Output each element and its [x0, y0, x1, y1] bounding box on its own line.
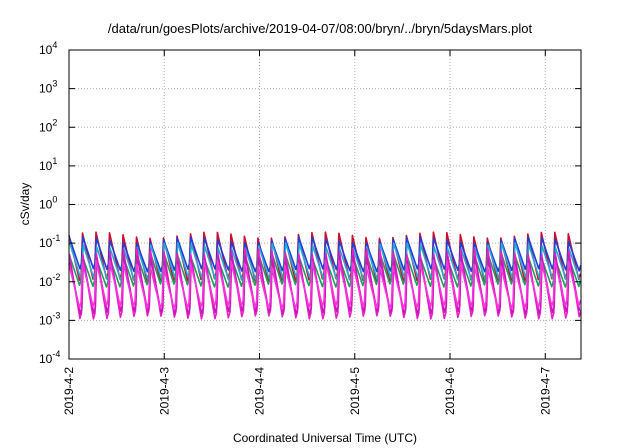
y-tick-exponent: 2 [52, 117, 57, 127]
x-tick-label: 2019-4-4 [253, 367, 267, 415]
grid [69, 50, 581, 359]
y-tick-label: 104 [39, 40, 57, 57]
x-axis-label: Coordinated Universal Time (UTC) [233, 431, 417, 445]
ticks [68, 49, 581, 360]
y-tick-base: 10 [39, 313, 53, 327]
series-line [68, 259, 582, 310]
y-tick-label: 10-1 [39, 233, 60, 250]
y-tick-exponent: -3 [52, 310, 60, 320]
y-tick-base: 10 [39, 159, 53, 173]
x-tick-label: 2019-4-7 [538, 367, 552, 415]
x-tick-label: 2019-4-6 [443, 367, 457, 415]
y-tick-base: 10 [39, 198, 53, 212]
y-tick-label: 10-4 [39, 349, 60, 366]
y-tick-exponent: -2 [52, 272, 60, 282]
x-tick-label: 2019-4-2 [62, 367, 76, 415]
y-axis-label: cSv/day [18, 183, 32, 226]
y-tick-label: 100 [39, 195, 57, 212]
y-tick-base: 10 [39, 236, 53, 250]
chart-title: /data/run/goesPlots/archive/2019-04-07/0… [108, 21, 533, 36]
y-tick-exponent: 4 [52, 40, 57, 50]
y-tick-base: 10 [39, 120, 53, 134]
x-tick-labels: 2019-4-2 2019-4-3 2019-4-4 2019-4-5 2019-4-6… [62, 367, 552, 415]
y-tick-base: 10 [39, 43, 53, 57]
y-tick-base: 10 [39, 275, 53, 289]
y-tick-exponent: -1 [52, 233, 60, 243]
y-tick-label: 10-2 [39, 272, 60, 289]
y-tick-label: 103 [39, 79, 57, 96]
series-line [68, 236, 582, 273]
y-tick-label: 102 [39, 117, 57, 134]
y-tick-exponent: 3 [52, 79, 57, 89]
y-tick-exponent: -4 [52, 349, 60, 359]
y-tick-label: 10-3 [39, 310, 60, 327]
y-tick-exponent: 0 [52, 195, 57, 205]
y-tick-exponent: 1 [52, 156, 57, 166]
series-layer [68, 231, 582, 320]
x-tick-label: 2019-4-3 [157, 367, 171, 415]
x-tick-label: 2019-4-5 [348, 367, 362, 415]
y-tick-label: 101 [39, 156, 57, 173]
y-tick-base: 10 [39, 82, 53, 96]
y-tick-base: 10 [39, 352, 53, 366]
